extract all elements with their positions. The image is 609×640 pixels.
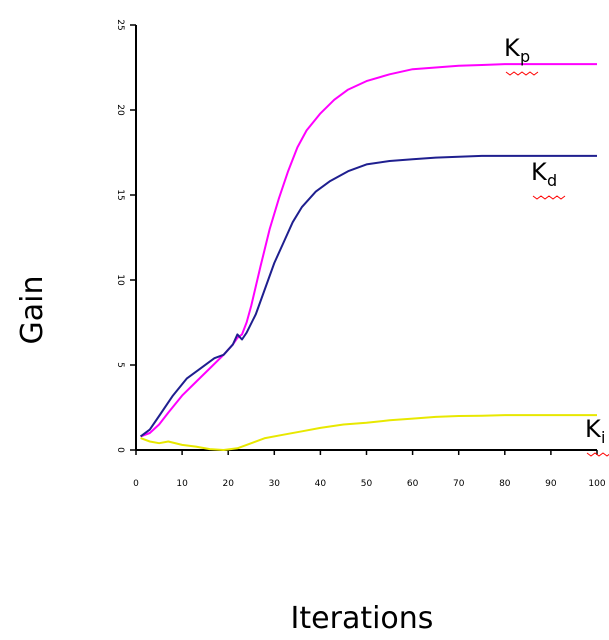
x-tick-label: 90 (545, 479, 557, 489)
y-tick-label: 20 (115, 104, 125, 116)
series-label-sub: d (547, 171, 557, 190)
series-label-sub: i (601, 428, 605, 447)
y-tick-label: 25 (115, 19, 125, 30)
spellcheck-squiggle (532, 195, 566, 200)
series-line-kp (140, 63, 597, 438)
y-tick-label: 0 (115, 447, 125, 453)
y-tick-label: 5 (115, 362, 125, 368)
spellcheck-squiggle (586, 452, 609, 457)
y-axis-title: Gain (15, 276, 50, 345)
spellcheck-squiggle (505, 71, 539, 76)
series-line-ki (140, 414, 597, 451)
y-tick-label: 15 (115, 189, 125, 200)
x-tick-label: 50 (361, 479, 373, 489)
series-label-main: K (531, 158, 548, 186)
x-tick-label: 30 (269, 479, 281, 489)
x-tick-label: 70 (453, 479, 465, 489)
series-label-sub: p (520, 47, 530, 66)
series-line-kd (140, 154, 597, 438)
series-lines (140, 63, 597, 451)
axes (135, 25, 597, 451)
x-tick-label: 40 (315, 479, 327, 489)
x-tick-label: 80 (499, 479, 511, 489)
x-tick-label: 10 (176, 479, 188, 489)
x-tick-label: 20 (222, 479, 234, 489)
x-axis-title: Iterations (291, 601, 434, 636)
series-label-main: K (585, 415, 602, 443)
x-tick-label: 60 (407, 479, 419, 489)
series-label-main: K (504, 34, 521, 62)
y-tick-label: 10 (115, 274, 125, 286)
x-tick-label: 0 (133, 479, 139, 489)
y-ticks: 0 5 10 15 20 25 (115, 19, 136, 453)
x-ticks: 0 10 20 30 40 50 60 70 80 90 100 (133, 450, 606, 489)
x-tick-label: 100 (588, 479, 605, 489)
